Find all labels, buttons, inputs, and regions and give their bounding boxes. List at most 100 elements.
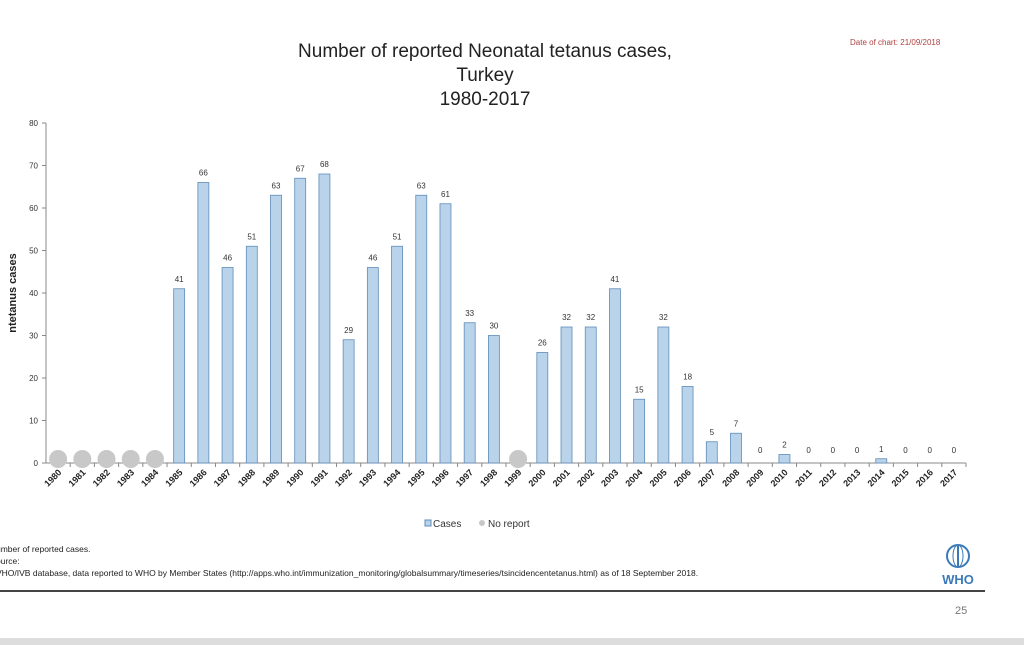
bar <box>778 454 791 464</box>
who-logo-text: WHO <box>942 572 974 587</box>
bar <box>609 288 621 464</box>
x-tick-label: 1992 <box>333 467 354 488</box>
y-tick-label: 10 <box>29 417 38 426</box>
bar <box>536 352 549 464</box>
x-tick-label: 2015 <box>890 467 911 488</box>
x-tick-label: 2014 <box>865 467 886 488</box>
who-emblem-icon <box>946 544 970 568</box>
bar <box>173 288 186 464</box>
data-label: 30 <box>489 322 498 331</box>
bar <box>221 267 234 464</box>
data-label: 0 <box>806 446 811 455</box>
x-tick-label: 2003 <box>599 467 620 488</box>
bar <box>245 245 258 464</box>
bar <box>657 326 670 464</box>
x-tick-label: 1998 <box>478 467 499 488</box>
x-tick-label: 1983 <box>115 467 136 488</box>
data-label: 32 <box>586 313 595 322</box>
data-label: 0 <box>831 446 836 455</box>
data-label: 46 <box>223 254 232 263</box>
data-label: 0 <box>855 446 860 455</box>
legend-label-no-report: No report <box>488 519 530 530</box>
x-tick-label: 2011 <box>793 467 814 488</box>
data-label: 1 <box>879 445 884 454</box>
x-tick-label: 2007 <box>696 467 717 488</box>
data-label: 2 <box>782 441 787 450</box>
x-tick-label: 1987 <box>212 467 233 488</box>
x-tick-label: 1986 <box>188 467 209 488</box>
data-label: 29 <box>344 326 353 335</box>
data-label: 51 <box>393 232 402 241</box>
legend-label-cases: Cases <box>433 519 461 530</box>
no-report-marker <box>97 450 116 468</box>
x-tick-label: 1999 <box>502 467 523 488</box>
x-tick-label: 2005 <box>648 467 669 488</box>
bar <box>487 335 500 464</box>
data-label: 32 <box>562 313 571 322</box>
y-tick-label: 0 <box>34 459 39 468</box>
x-tick-label: 2017 <box>938 467 959 488</box>
chart-title: Number of reported Neonatal tetanus case… <box>230 40 740 112</box>
y-tick-label: 30 <box>29 332 38 341</box>
who-logo: WHO <box>936 543 980 587</box>
data-label: 66 <box>199 169 208 178</box>
data-label: 63 <box>272 181 281 190</box>
x-tick-label: 1996 <box>430 467 451 488</box>
x-tick-label: 2012 <box>817 467 838 488</box>
x-tick-label: 1990 <box>284 467 305 488</box>
title-line-1: Number of reported Neonatal tetanus case… <box>298 41 672 62</box>
bar <box>875 458 888 464</box>
footnote-source-label: ource: <box>0 556 20 566</box>
data-label: 46 <box>368 254 377 263</box>
bar <box>463 322 476 464</box>
x-tick-label: 2013 <box>841 467 862 488</box>
title-line-3: 1980-2017 <box>439 89 531 110</box>
date-of-chart: Date of chart: 21/09/2018 <box>850 38 941 47</box>
no-report-marker <box>509 450 528 468</box>
data-label: 68 <box>320 160 329 169</box>
data-label: 51 <box>247 232 256 241</box>
bar <box>681 386 694 464</box>
y-tick-label: 20 <box>29 374 38 383</box>
bar <box>366 267 379 464</box>
y-tick-label: 50 <box>29 247 38 256</box>
bar <box>415 194 428 464</box>
bar <box>584 326 597 464</box>
x-tick-label: 1985 <box>163 467 184 488</box>
y-tick-label: 60 <box>29 204 38 213</box>
bottom-bar <box>0 638 1024 645</box>
data-label: 67 <box>296 164 305 173</box>
bar <box>730 432 742 464</box>
no-report-marker <box>73 450 92 468</box>
data-label: 0 <box>927 446 932 455</box>
x-tick-label: 2010 <box>769 467 790 488</box>
x-tick-label: 2006 <box>672 467 693 488</box>
bar <box>439 203 452 464</box>
x-tick-label: 1995 <box>405 467 426 488</box>
y-axis-label: ntetanus cases <box>7 253 19 332</box>
bar <box>391 245 403 464</box>
x-tick-label: 1994 <box>381 467 402 488</box>
title-line-2: Turkey <box>456 65 514 86</box>
no-report-marker <box>145 450 164 468</box>
x-tick-label: 2001 <box>551 467 572 488</box>
footnotes: umber of reported cases. ource: VHO/IVB … <box>0 543 698 579</box>
x-tick-label: 2004 <box>623 467 644 488</box>
data-label: 0 <box>952 446 957 455</box>
data-label: 15 <box>635 385 644 394</box>
legend-swatch-cases <box>424 519 432 527</box>
page-number: 25 <box>955 605 968 617</box>
no-report-marker <box>121 450 140 468</box>
y-tick-label: 80 <box>29 119 38 128</box>
x-tick-label: 1991 <box>309 467 330 488</box>
data-label: 7 <box>734 419 739 428</box>
footnote-note: umber of reported cases. <box>0 544 91 554</box>
footnote-source-text: VHO/IVB database, data reported to WHO b… <box>0 568 699 578</box>
x-tick-label: 1984 <box>139 467 160 488</box>
data-label: 0 <box>758 446 763 455</box>
legend-swatch-no-report <box>479 520 485 526</box>
x-tick-label: 2016 <box>914 467 935 488</box>
bar <box>560 326 573 464</box>
bar <box>342 339 355 464</box>
